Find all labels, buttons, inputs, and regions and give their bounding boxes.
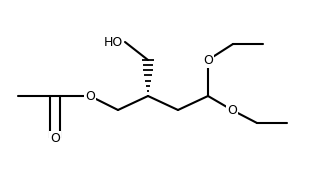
Text: HO: HO <box>104 35 124 49</box>
Text: O: O <box>50 132 60 144</box>
Text: O: O <box>203 53 213 67</box>
Text: O: O <box>227 104 237 116</box>
Text: O: O <box>85 89 95 103</box>
